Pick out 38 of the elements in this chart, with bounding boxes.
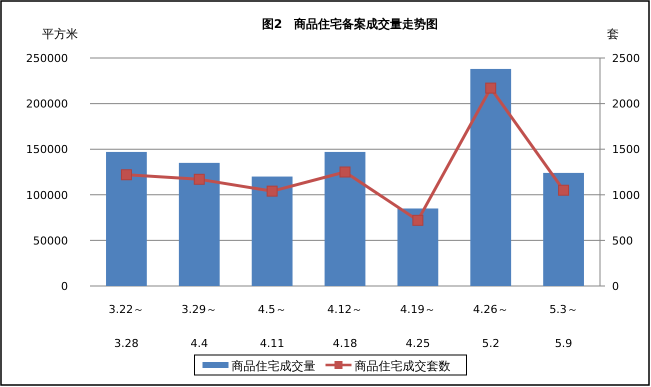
legend-label: 商品住宅成交套数 [354,359,450,373]
point [340,166,350,178]
bar [470,68,512,286]
point [120,169,132,180]
y2-tick-label: 1000 [612,188,640,202]
point [485,82,496,94]
bar [397,208,438,286]
y2-axis-title: 套 [607,27,619,41]
y-tick-label: 0 [61,280,68,293]
y2-tick-label: 1500 [612,143,640,156]
point [194,174,205,185]
y2-tick-label: 0 [612,280,619,293]
y2-tick-label: 2000 [612,98,640,111]
y-axis-title: 平方米 [42,27,78,41]
bar [324,152,366,286]
y-tick-label: 150000 [26,143,68,156]
category-label: 4.19～ 4.25 [400,303,436,350]
bar [106,152,147,286]
bar [543,172,584,286]
category-label: 3.22～ 3.28 [108,303,144,350]
category-label: 5.3～ 5.9 [549,303,578,350]
y2-tick-label: 500 [612,234,633,248]
y-tick-label: 200000 [26,98,68,111]
category-label: 4.26～ 5.2 [472,303,508,350]
point [266,186,278,197]
y-tick-label: 100000 [26,188,68,202]
y-tick-label: 250000 [26,52,68,65]
point [412,214,424,226]
category-label: 4.12～ 4.18 [327,303,363,350]
chart-title: 图2 商品住宅备案成交量走势图 [262,17,438,31]
point [558,184,570,196]
bar [252,176,293,286]
category-label: 4.5～ 4.11 [258,303,286,350]
y-tick-label: 50000 [33,234,68,248]
bar [178,162,220,286]
category-label: 3.29～ 4.4 [182,303,218,350]
y2-tick-label: 2500 [612,52,640,65]
legend-label: 商品住宅成交量 [232,359,316,373]
